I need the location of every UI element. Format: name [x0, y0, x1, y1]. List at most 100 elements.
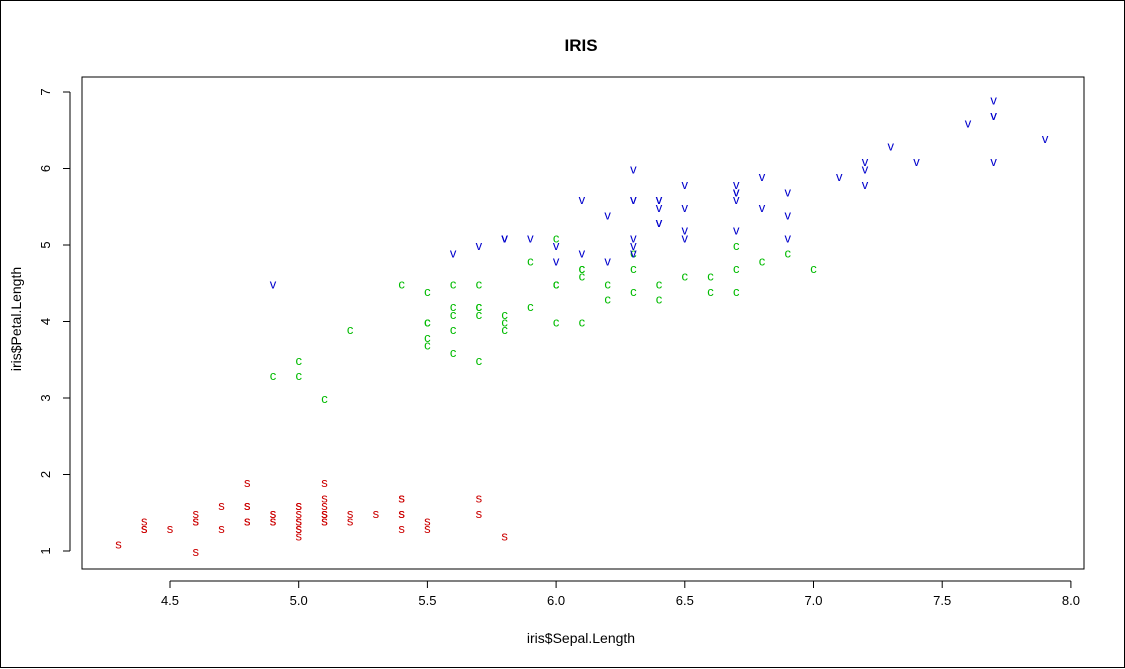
- point-v: v: [501, 230, 508, 245]
- x-axis-label: iris$Sepal.Length: [527, 630, 635, 646]
- point-v: v: [1042, 131, 1049, 146]
- point-s: s: [347, 513, 354, 528]
- point-s: s: [321, 490, 328, 505]
- point-s: s: [321, 513, 328, 528]
- point-s: s: [218, 498, 225, 513]
- point-s: s: [295, 506, 302, 521]
- point-c: c: [733, 284, 740, 299]
- point-v: v: [604, 207, 611, 222]
- point-s: s: [501, 529, 508, 544]
- point-s: s: [270, 513, 277, 528]
- point-v: v: [630, 162, 637, 177]
- point-v: v: [785, 207, 792, 222]
- point-c: c: [398, 276, 405, 291]
- point-c: c: [450, 299, 457, 314]
- point-s: s: [476, 506, 483, 521]
- point-c: c: [424, 284, 431, 299]
- x-tick-label: 7.5: [933, 593, 951, 608]
- point-c: c: [270, 368, 277, 383]
- point-c: c: [707, 269, 714, 284]
- point-c: c: [476, 299, 483, 314]
- point-v: v: [579, 246, 586, 261]
- point-s: s: [424, 521, 431, 536]
- point-v: v: [990, 93, 997, 108]
- point-v: v: [656, 200, 663, 215]
- point-v: v: [965, 116, 972, 131]
- y-tick-label: 7: [38, 88, 53, 95]
- point-c: c: [295, 353, 302, 368]
- point-c: c: [553, 276, 560, 291]
- point-s: s: [115, 536, 122, 551]
- point-s: s: [321, 498, 328, 513]
- point-c: c: [553, 276, 560, 291]
- point-v: v: [733, 192, 740, 207]
- point-v: v: [682, 177, 689, 192]
- point-c: c: [501, 322, 508, 337]
- point-s: s: [192, 513, 199, 528]
- point-c: c: [424, 337, 431, 352]
- point-c: c: [476, 307, 483, 322]
- point-c: c: [579, 315, 586, 330]
- point-v: v: [604, 253, 611, 268]
- point-s: s: [270, 506, 277, 521]
- point-v: v: [630, 192, 637, 207]
- point-s: s: [244, 498, 251, 513]
- point-s: s: [398, 521, 405, 536]
- point-v: v: [990, 108, 997, 123]
- point-s: s: [398, 506, 405, 521]
- x-tick-label: 8.0: [1062, 593, 1080, 608]
- point-s: s: [244, 513, 251, 528]
- point-v: v: [553, 238, 560, 253]
- point-v: v: [656, 215, 663, 230]
- point-s: s: [218, 521, 225, 536]
- point-c: c: [450, 276, 457, 291]
- point-s: s: [398, 490, 405, 505]
- point-c: c: [707, 284, 714, 299]
- point-s: s: [141, 513, 148, 528]
- point-c: c: [604, 292, 611, 307]
- point-c: c: [450, 322, 457, 337]
- point-v: v: [476, 238, 483, 253]
- point-s: s: [141, 521, 148, 536]
- x-axis: 4.5 5.0 5.5 6.0 6.5 7.0 7.5 8.0: [161, 580, 1080, 608]
- x-tick-label: 5.5: [418, 593, 436, 608]
- point-s: s: [295, 498, 302, 513]
- point-s: s: [295, 498, 302, 513]
- point-c: c: [501, 315, 508, 330]
- point-v: v: [656, 215, 663, 230]
- point-s: s: [373, 506, 380, 521]
- plot-area-box: [81, 76, 1085, 570]
- x-tick-label: 6.5: [676, 593, 694, 608]
- point-c: c: [553, 315, 560, 330]
- point-s: s: [270, 513, 277, 528]
- point-v: v: [990, 154, 997, 169]
- point-c: c: [656, 292, 663, 307]
- point-c: c: [810, 261, 817, 276]
- y-tick-label: 1: [38, 547, 53, 554]
- point-v: v: [785, 184, 792, 199]
- point-c: c: [733, 238, 740, 253]
- point-c: c: [785, 246, 792, 261]
- point-v: v: [733, 184, 740, 199]
- point-v: v: [759, 169, 766, 184]
- point-v: v: [527, 230, 534, 245]
- point-v: v: [630, 238, 637, 253]
- point-s: s: [321, 506, 328, 521]
- point-v: v: [682, 200, 689, 215]
- point-c: c: [501, 307, 508, 322]
- point-s: s: [398, 506, 405, 521]
- point-s: s: [321, 513, 328, 528]
- y-axis-label: iris$Petal.Length: [8, 267, 24, 371]
- chart-title: IRIS: [564, 36, 597, 55]
- point-s: s: [192, 544, 199, 559]
- point-v: v: [682, 223, 689, 238]
- point-c: c: [476, 299, 483, 314]
- point-s: s: [321, 506, 328, 521]
- point-c: c: [604, 276, 611, 291]
- point-c: c: [450, 307, 457, 322]
- point-s: s: [476, 490, 483, 505]
- point-v: v: [501, 230, 508, 245]
- point-c: c: [347, 322, 354, 337]
- point-c: c: [553, 230, 560, 245]
- point-v: v: [862, 154, 869, 169]
